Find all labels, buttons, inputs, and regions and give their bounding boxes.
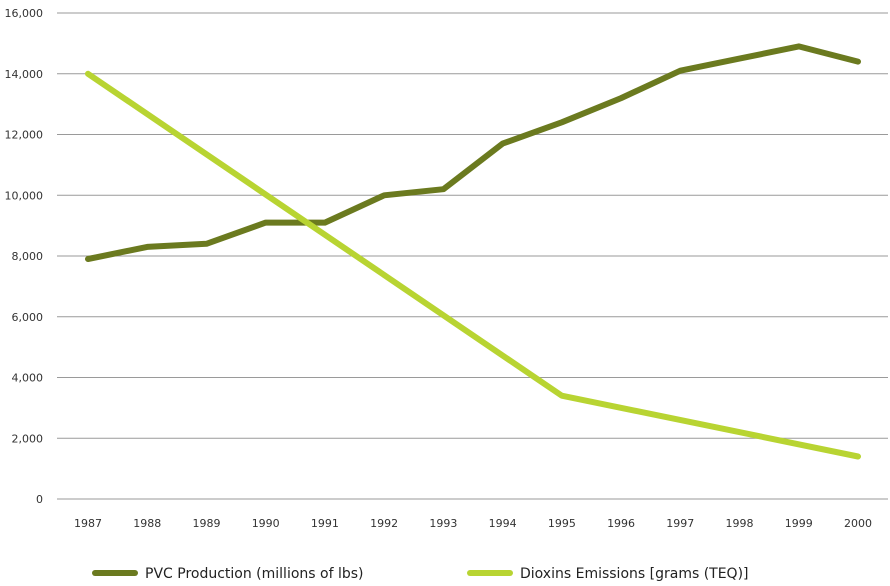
x-tick-label: 1987 bbox=[74, 517, 102, 530]
x-tick-label: 1989 bbox=[192, 517, 220, 530]
series-lines bbox=[85, 43, 861, 460]
y-tick-label: 10,000 bbox=[5, 189, 44, 202]
y-tick-label: 4,000 bbox=[12, 372, 44, 385]
y-tick-label: 2,000 bbox=[12, 432, 44, 445]
y-tick-label: 6,000 bbox=[12, 311, 44, 324]
x-tick-label: 1996 bbox=[607, 517, 635, 530]
x-axis-ticks: 1987 1988 1989 1990 1991 1992 1993 1994 1995 1996… bbox=[74, 517, 872, 530]
y-tick-label: 16,000 bbox=[5, 7, 44, 20]
x-tick-label: 1988 bbox=[133, 517, 161, 530]
legend-label: Dioxins Emissions [grams (TEQ)] bbox=[520, 566, 749, 582]
y-tick-label: 12,000 bbox=[5, 129, 44, 142]
x-tick-label: 2000 bbox=[844, 517, 872, 530]
x-tick-label: 1995 bbox=[548, 517, 576, 530]
x-tick-label: 1999 bbox=[785, 517, 813, 530]
series-line-dioxins-emissions bbox=[85, 70, 861, 460]
legend-label: PVC Production (millions of lbs) bbox=[145, 566, 364, 582]
x-tick-label: 1994 bbox=[489, 517, 517, 530]
x-tick-label: 1990 bbox=[252, 517, 280, 530]
gridlines bbox=[57, 12, 888, 500]
y-tick-label: 14,000 bbox=[5, 68, 44, 81]
x-tick-label: 1992 bbox=[370, 517, 398, 530]
legend: PVC Production (millions of lbs) Dioxins … bbox=[92, 566, 749, 582]
y-axis-ticks: 0 2,000 4,000 6,000 8,000 10,000 12,000 14,000 1… bbox=[5, 7, 44, 506]
x-tick-label: 1991 bbox=[311, 517, 339, 530]
y-tick-label: 0 bbox=[36, 493, 43, 506]
x-tick-label: 1993 bbox=[429, 517, 457, 530]
y-tick-label: 8,000 bbox=[12, 250, 44, 263]
x-tick-label: 1997 bbox=[666, 517, 694, 530]
x-tick-label: 1998 bbox=[726, 517, 754, 530]
series-line-pvc-production bbox=[85, 43, 861, 262]
